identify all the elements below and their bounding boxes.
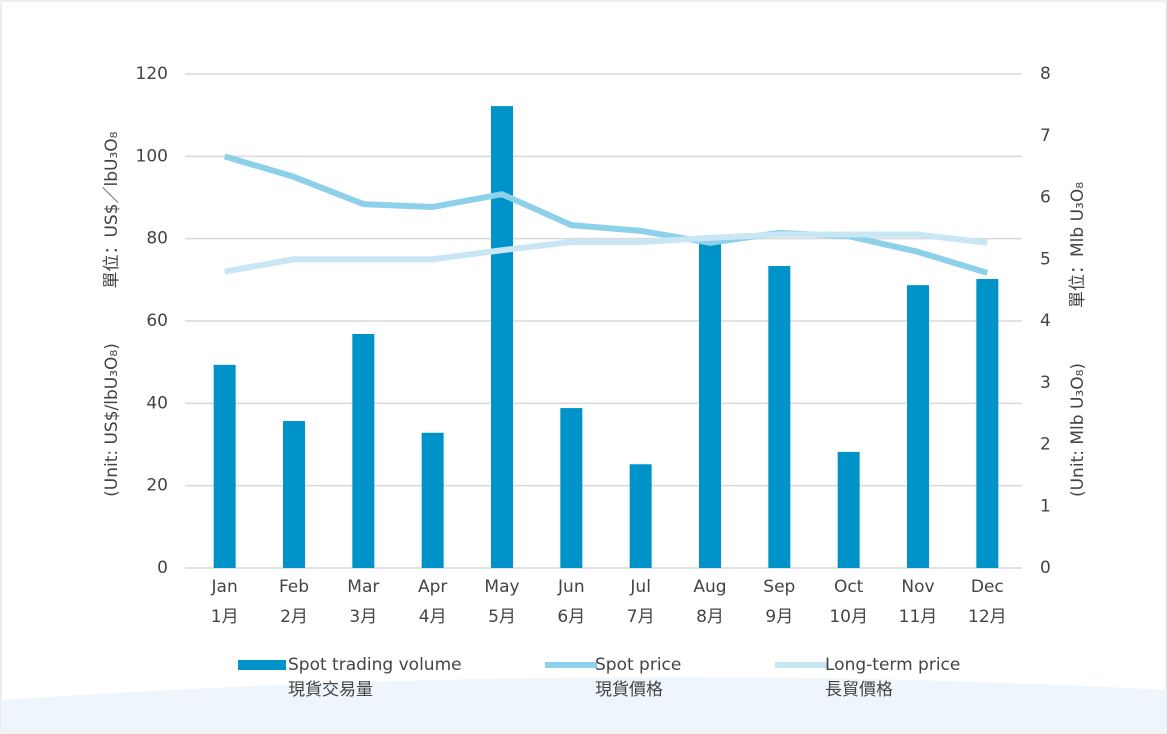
x-tick-label: Nov bbox=[901, 577, 934, 597]
x-tick-label: Sep bbox=[763, 577, 795, 597]
x-tick-label: Jan bbox=[211, 577, 238, 597]
bar bbox=[699, 240, 721, 568]
y-axis-label: (Unit: US$/lbU₃O₈) bbox=[102, 343, 122, 497]
x-tick-label-zh: 8月 bbox=[696, 607, 724, 627]
x-tick-label: Aug bbox=[693, 577, 726, 597]
y2-tick-label: 7 bbox=[1040, 126, 1051, 146]
x-tick-label-zh: 7月 bbox=[627, 607, 655, 627]
legend-label: Spot trading volume bbox=[288, 655, 462, 675]
x-tick-label: Feb bbox=[279, 577, 309, 597]
y-tick-label: 100 bbox=[136, 146, 168, 166]
x-tick-label-zh: 10月 bbox=[829, 607, 868, 627]
legend-label-zh: 現貨價格 bbox=[595, 680, 663, 700]
x-tick-label-zh: 5月 bbox=[488, 607, 516, 627]
x-tick-label: May bbox=[484, 577, 519, 597]
y-axis-label-zh: 單位：US$／lbU₃O₈ bbox=[102, 131, 122, 288]
x-tick-label-zh: 11月 bbox=[899, 607, 938, 627]
x-tick-label-zh: 3月 bbox=[349, 607, 377, 627]
y2-tick-label: 6 bbox=[1040, 188, 1051, 208]
y2-axis-label-zh: 單位：Mlb U₃O₈ bbox=[1068, 182, 1088, 308]
legend-label-zh: 現貨交易量 bbox=[288, 680, 373, 700]
bar bbox=[838, 452, 860, 568]
bar bbox=[560, 408, 582, 568]
y2-axis-label: (Unit: Mlb U₃O₈) bbox=[1068, 363, 1088, 497]
x-tick-label: Apr bbox=[418, 577, 447, 597]
x-tick-label-zh: 12月 bbox=[968, 607, 1007, 627]
bar bbox=[630, 464, 652, 568]
y-tick-label: 120 bbox=[136, 64, 168, 84]
y2-tick-label: 4 bbox=[1040, 311, 1051, 331]
legend-swatch bbox=[238, 660, 286, 670]
x-tick-label: Mar bbox=[347, 577, 379, 597]
y-tick-label: 60 bbox=[146, 311, 168, 331]
bar bbox=[768, 266, 790, 568]
x-tick-label: Jul bbox=[629, 577, 651, 597]
y2-tick-label: 1 bbox=[1040, 496, 1051, 516]
chart: (Unit: US$/lbU₃O₈) 單位：US$／lbU₃O₈ (Unit: … bbox=[0, 0, 1167, 734]
bar bbox=[422, 433, 444, 568]
x-tick-label-zh: 9月 bbox=[765, 607, 793, 627]
x-tick-label-zh: 2月 bbox=[280, 607, 308, 627]
x-tick-label: Oct bbox=[834, 577, 864, 597]
bar bbox=[214, 365, 236, 568]
bar bbox=[491, 106, 513, 568]
y-tick-label: 20 bbox=[146, 476, 168, 496]
x-tick-label: Dec bbox=[971, 577, 1004, 597]
y2-tick-label: 2 bbox=[1040, 435, 1051, 455]
y-tick-label: 80 bbox=[146, 229, 168, 249]
y2-tick-label: 3 bbox=[1040, 373, 1051, 393]
y-tick-label: 40 bbox=[146, 393, 168, 413]
x-tick-label-zh: 6月 bbox=[557, 607, 585, 627]
y2-tick-label: 0 bbox=[1040, 558, 1051, 578]
bar bbox=[907, 285, 929, 568]
bar bbox=[283, 421, 305, 568]
bar bbox=[352, 334, 374, 568]
y2-tick-label: 5 bbox=[1040, 249, 1051, 269]
x-tick-label-zh: 4月 bbox=[419, 607, 447, 627]
x-tick-label-zh: 1月 bbox=[211, 607, 239, 627]
bar bbox=[976, 279, 998, 568]
legend-label-zh: 長貿價格 bbox=[825, 680, 893, 700]
x-tick-label: Jun bbox=[557, 577, 585, 597]
legend-label: Spot price bbox=[595, 655, 681, 675]
y2-tick-label: 8 bbox=[1040, 64, 1051, 84]
legend-label: Long-term price bbox=[825, 655, 960, 675]
y-tick-label: 0 bbox=[157, 558, 168, 578]
